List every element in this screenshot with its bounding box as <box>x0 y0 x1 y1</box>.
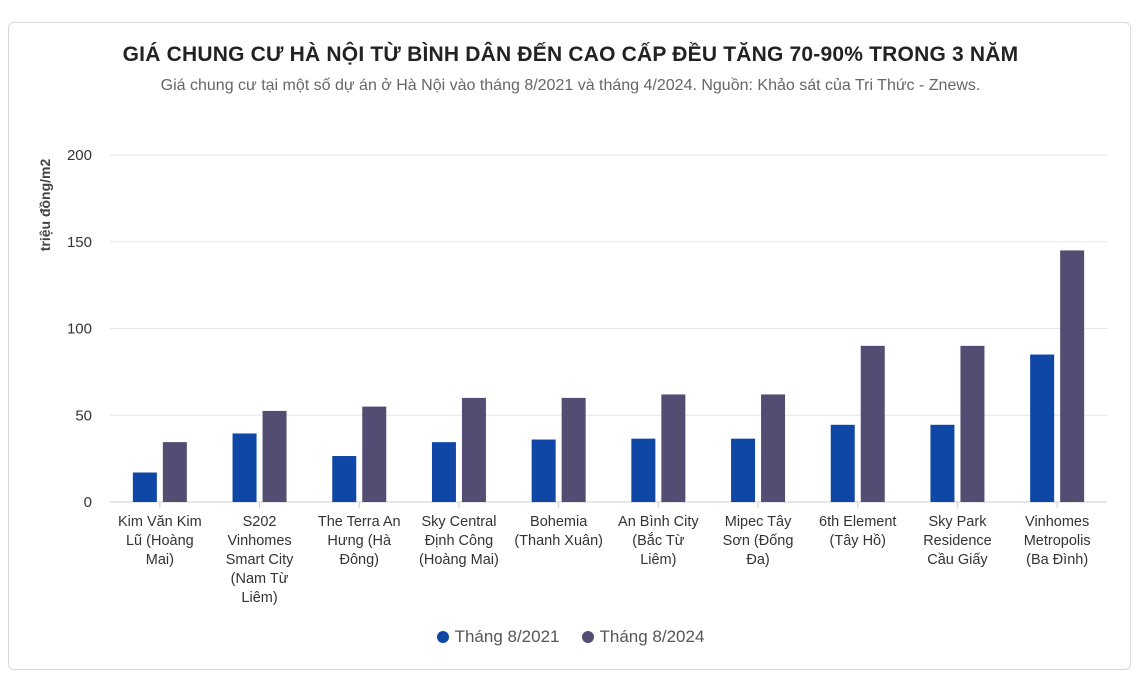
legend: Tháng 8/2021 Tháng 8/2024 <box>0 627 1141 647</box>
x-tick-label: The Terra An Hưng (Hà Đông) <box>318 514 401 568</box>
y-tick-label: 150 <box>67 234 92 251</box>
chart-subtitle: Giá chung cư tại một số dự án ở Hà Nội v… <box>160 77 981 94</box>
bar-series-1 <box>1030 354 1055 502</box>
x-tick-label: An Bình City (Bắc Từ Liêm) <box>618 514 699 568</box>
y-tick-label: 200 <box>67 147 92 164</box>
bar-series-1 <box>830 424 855 502</box>
bar-series-1 <box>930 424 955 502</box>
bar-series-1 <box>132 472 157 502</box>
y-tick-label: 50 <box>75 407 92 424</box>
chart-title: GIÁ CHUNG CƯ HÀ NỘI TỪ BÌNH DÂN ĐẾN CAO … <box>122 43 1019 66</box>
bar-series-2 <box>461 397 486 502</box>
bar-series-1 <box>731 438 756 502</box>
chart-card <box>8 22 1131 670</box>
y-tick-label: 100 <box>67 321 92 338</box>
bar-series-1 <box>631 438 656 502</box>
bar-series-1 <box>232 433 257 502</box>
x-tick-label: Bohemia (Thanh Xuân) <box>514 514 603 549</box>
x-tick-label: Vinhomes Metropolis (Ba Đình) <box>1024 514 1091 568</box>
bar-series-2 <box>860 345 885 502</box>
bar-series-2 <box>761 394 786 502</box>
bar-series-2 <box>561 397 586 502</box>
x-tick-label: Mipec Tây Sơn (Đống Đa) <box>723 514 794 568</box>
bar-series-2 <box>960 345 985 502</box>
bar-series-1 <box>431 442 456 502</box>
bar-series-2 <box>362 406 387 502</box>
legend-marker-series-2 <box>581 631 594 643</box>
x-tick-label: Sky Central Định Công (Hoàng Mai) <box>419 514 499 568</box>
bar-series-2 <box>1060 250 1085 502</box>
bar-series-2 <box>661 394 686 502</box>
bar-series-1 <box>332 456 357 502</box>
x-tick-label: Kim Văn Kim Lũ (Hoàng Mai) <box>118 514 202 568</box>
x-tick-label: Sky Park Residence Cầu Giấy <box>923 514 992 568</box>
legend-item-series-2[interactable]: Tháng 8/2024 <box>581 627 705 647</box>
bar-series-2 <box>262 410 287 502</box>
x-tick-label: 6th Element (Tây Hồ) <box>819 514 896 549</box>
bar-series-2 <box>162 442 187 502</box>
legend-label-series-2: Tháng 8/2024 <box>599 627 705 646</box>
legend-label-series-1: Tháng 8/2021 <box>454 627 560 646</box>
bar-series-1 <box>531 439 556 502</box>
legend-item-series-1[interactable]: Tháng 8/2021 <box>436 627 560 647</box>
y-tick-label: 0 <box>84 494 92 511</box>
legend-marker-series-1 <box>436 631 449 643</box>
x-tick-label: S202 Vinhomes Smart City (Nam Từ Liêm) <box>226 514 294 606</box>
y-axis-label: triệu đồng/m2 <box>37 159 53 252</box>
